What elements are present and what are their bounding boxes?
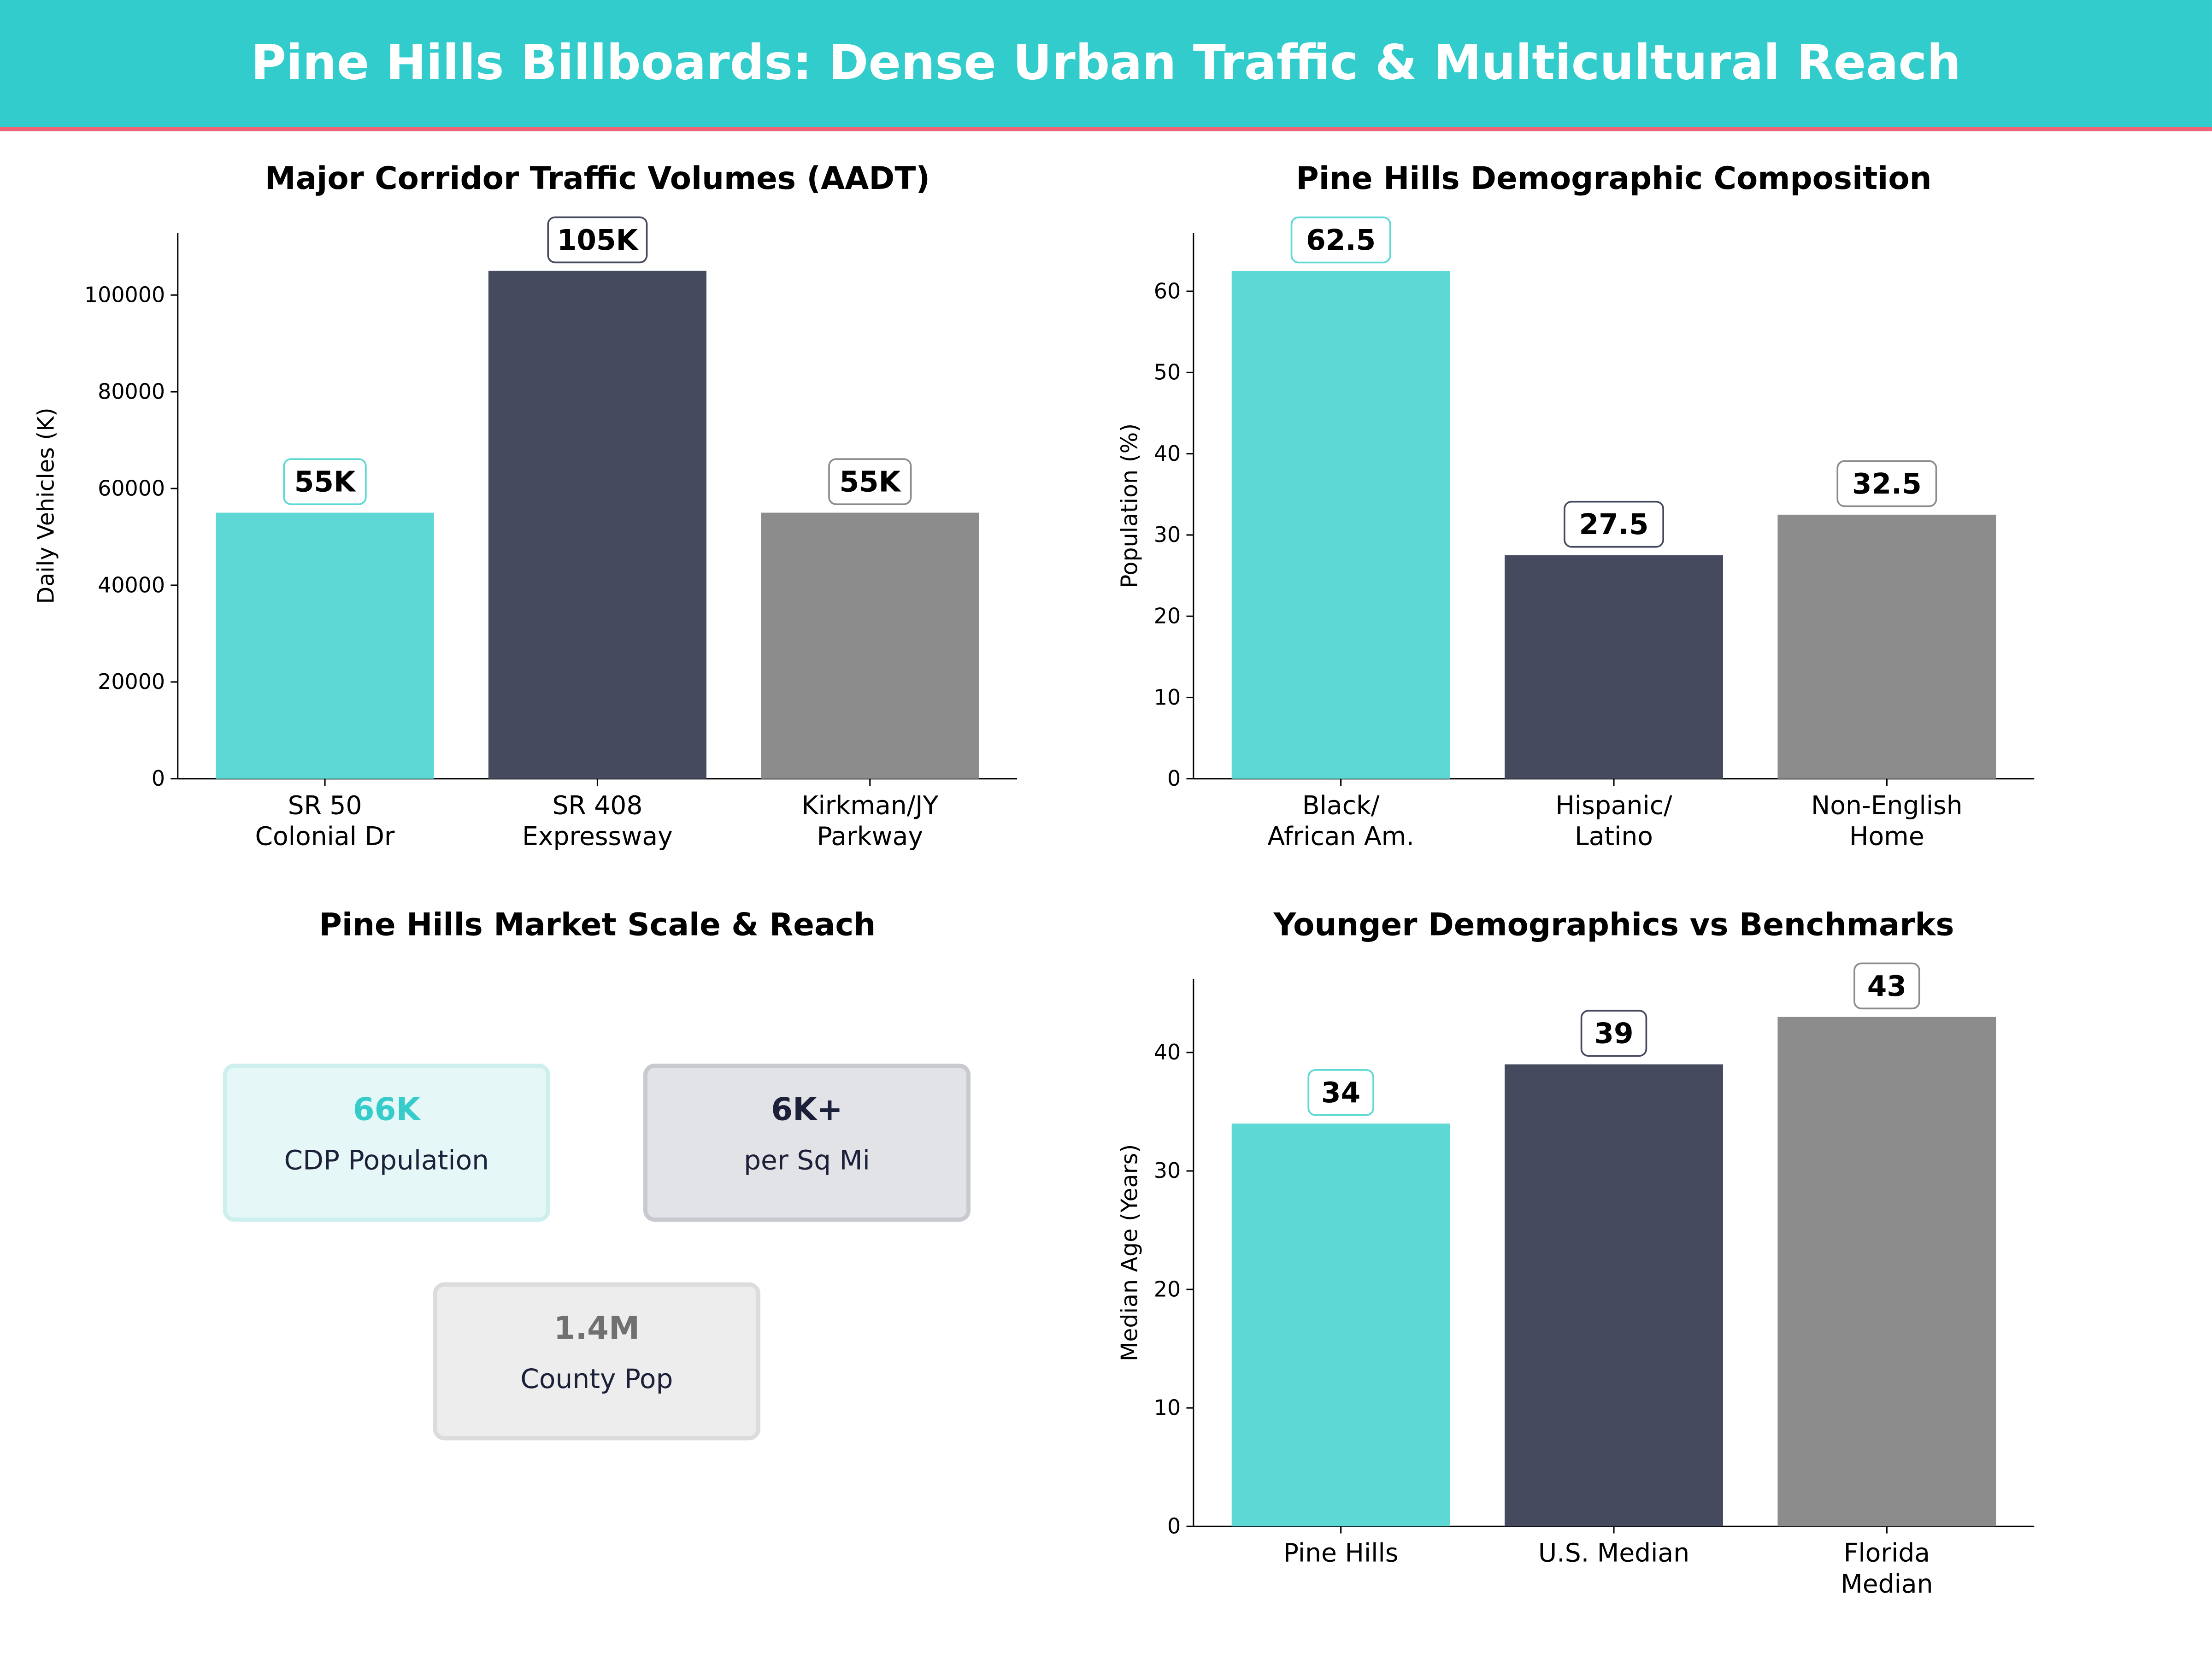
data-label-box	[1836, 460, 1937, 507]
x-tick-label: SR 408 Expressway	[522, 790, 673, 851]
y-tick-label: 30	[1154, 1158, 1181, 1183]
x-tick-label-line: Expressway	[522, 822, 673, 851]
data-label: 43	[1867, 970, 1906, 1003]
x-tick-label-line: African Am.	[1267, 822, 1414, 851]
x-tick-label: Florida Median	[1841, 1538, 1933, 1599]
bar-chart-2: 0 10 20 30 40 Median Age (Years) Pine Hills 34 U…	[1116, 962, 2035, 1599]
traffic-chart-title: Major Corridor Traffic Volumes (AADT)	[265, 162, 930, 198]
bar-chart-1: 0 10 20 30 40 50 60 Population (%) Black/African…	[1116, 216, 2035, 851]
y-tick-label: 40	[1154, 441, 1181, 466]
card-value: 6K+	[771, 1093, 843, 1129]
x-tick-label-line: Parkway	[817, 822, 923, 851]
data-label-box	[1580, 1010, 1647, 1057]
y-axis-label: Daily Vehicles (K)	[33, 407, 59, 604]
y-tick-label: 20	[1154, 1277, 1181, 1301]
x-tick-label: Black/African Am.	[1267, 790, 1414, 851]
x-tick-label-line: Latino	[1575, 822, 1653, 851]
x-tick-label-line: Black/	[1302, 790, 1380, 820]
x-tick-label: U.S. Median	[1538, 1538, 1689, 1568]
y-tick-label: 40000	[98, 572, 165, 597]
x-tick-label-line: Non-English	[1811, 790, 1963, 820]
y-tick-label: 80000	[98, 379, 165, 404]
x-tick-label: Pine Hills	[1283, 1538, 1399, 1568]
y-tick-label: 50	[1154, 360, 1181, 385]
x-tick-label: Kirkman/JY Parkway	[801, 790, 938, 851]
bar	[761, 512, 979, 779]
x-tick-label-line: Florida	[1844, 1538, 1930, 1568]
x-tick-label-line: SR 50	[288, 790, 362, 820]
y-tick-label: 40	[1154, 1040, 1181, 1065]
card-density: 6K+ per Sq Mi	[643, 1064, 971, 1222]
y-tick-label: 60000	[98, 476, 165, 500]
data-label-box	[1564, 500, 1664, 548]
x-tick-label: Non-English Home	[1811, 790, 1963, 851]
x-tick-label-line: SR 408	[552, 790, 642, 820]
x-tick-label-line: Pine Hills	[1283, 1538, 1399, 1568]
y-tick-label: 0	[152, 766, 165, 791]
card-label: County Pop	[520, 1364, 673, 1395]
y-axis-label: Median Age (Years)	[1116, 1144, 1142, 1361]
data-label: 105K	[557, 224, 639, 257]
y-tick-label: 60	[1154, 278, 1181, 303]
y-tick-label: 0	[1167, 766, 1181, 791]
x-tick-label-line: Kirkman/JY	[801, 790, 938, 820]
x-tick-label-line: Colonial Dr	[255, 822, 395, 851]
y-tick-label: 0	[1167, 1514, 1181, 1539]
card-value: 66K	[353, 1093, 420, 1129]
data-label: 62.5	[1306, 224, 1376, 257]
x-tick-label-line: Median	[1841, 1569, 1933, 1599]
data-label-box	[1853, 962, 1920, 1010]
data-label: 39	[1594, 1018, 1633, 1050]
data-label: 34	[1321, 1077, 1360, 1109]
market-title: Pine Hills Market Scale & Reach	[319, 908, 876, 944]
bar	[1777, 514, 1996, 779]
data-label-box	[1307, 1069, 1374, 1116]
x-tick-label-line: Hispanic/	[1555, 790, 1672, 820]
y-axis-label: Population (%)	[1116, 424, 1142, 588]
data-label-box	[828, 458, 912, 505]
data-label-box	[283, 458, 367, 505]
data-label: 27.5	[1579, 508, 1648, 541]
y-tick-label: 10	[1154, 685, 1181, 710]
x-tick-label: SR 50 Colonial Dr	[255, 790, 395, 851]
bar	[488, 271, 706, 779]
data-label: 32.5	[1852, 468, 1922, 500]
bar	[1231, 1124, 1450, 1527]
bar	[1777, 1017, 1996, 1527]
bar	[1231, 271, 1450, 779]
y-tick-label: 10	[1154, 1395, 1181, 1420]
header-banner: Pine Hills Billboards: Dense Urban Traff…	[0, 0, 2212, 131]
card-label: CDP Population	[284, 1145, 489, 1177]
age-chart-title: Younger Demographics vs Benchmarks	[1273, 908, 1954, 944]
x-tick-label-line: Home	[1849, 822, 1924, 851]
data-label: 55K	[294, 466, 357, 499]
bar	[216, 512, 434, 779]
y-tick-label: 30	[1154, 522, 1181, 547]
data-label-box	[1290, 216, 1391, 264]
card-label: per Sq Mi	[744, 1145, 870, 1177]
x-tick-label: Hispanic/Latino	[1555, 790, 1672, 851]
y-tick-label: 100000	[84, 282, 165, 307]
x-tick-label-line: U.S. Median	[1538, 1538, 1689, 1568]
card-county-pop: 1.4M County Pop	[433, 1282, 760, 1441]
data-label: 55K	[839, 466, 901, 499]
card-value: 1.4M	[553, 1312, 640, 1347]
data-label-box	[547, 216, 648, 264]
bar	[1505, 1064, 1723, 1527]
card-cdp-population: 66K CDP Population	[223, 1064, 550, 1222]
y-tick-label: 20000	[98, 669, 165, 694]
bar	[1505, 555, 1723, 779]
page-title: Pine Hills Billboards: Dense Urban Traff…	[251, 35, 1961, 92]
demographic-chart-title: Pine Hills Demographic Composition	[1296, 162, 1932, 198]
bar-chart-0: 0 20000 40000 60000 80000 100000 Daily Vehicle…	[33, 216, 1018, 851]
y-tick-label: 20	[1154, 604, 1181, 629]
